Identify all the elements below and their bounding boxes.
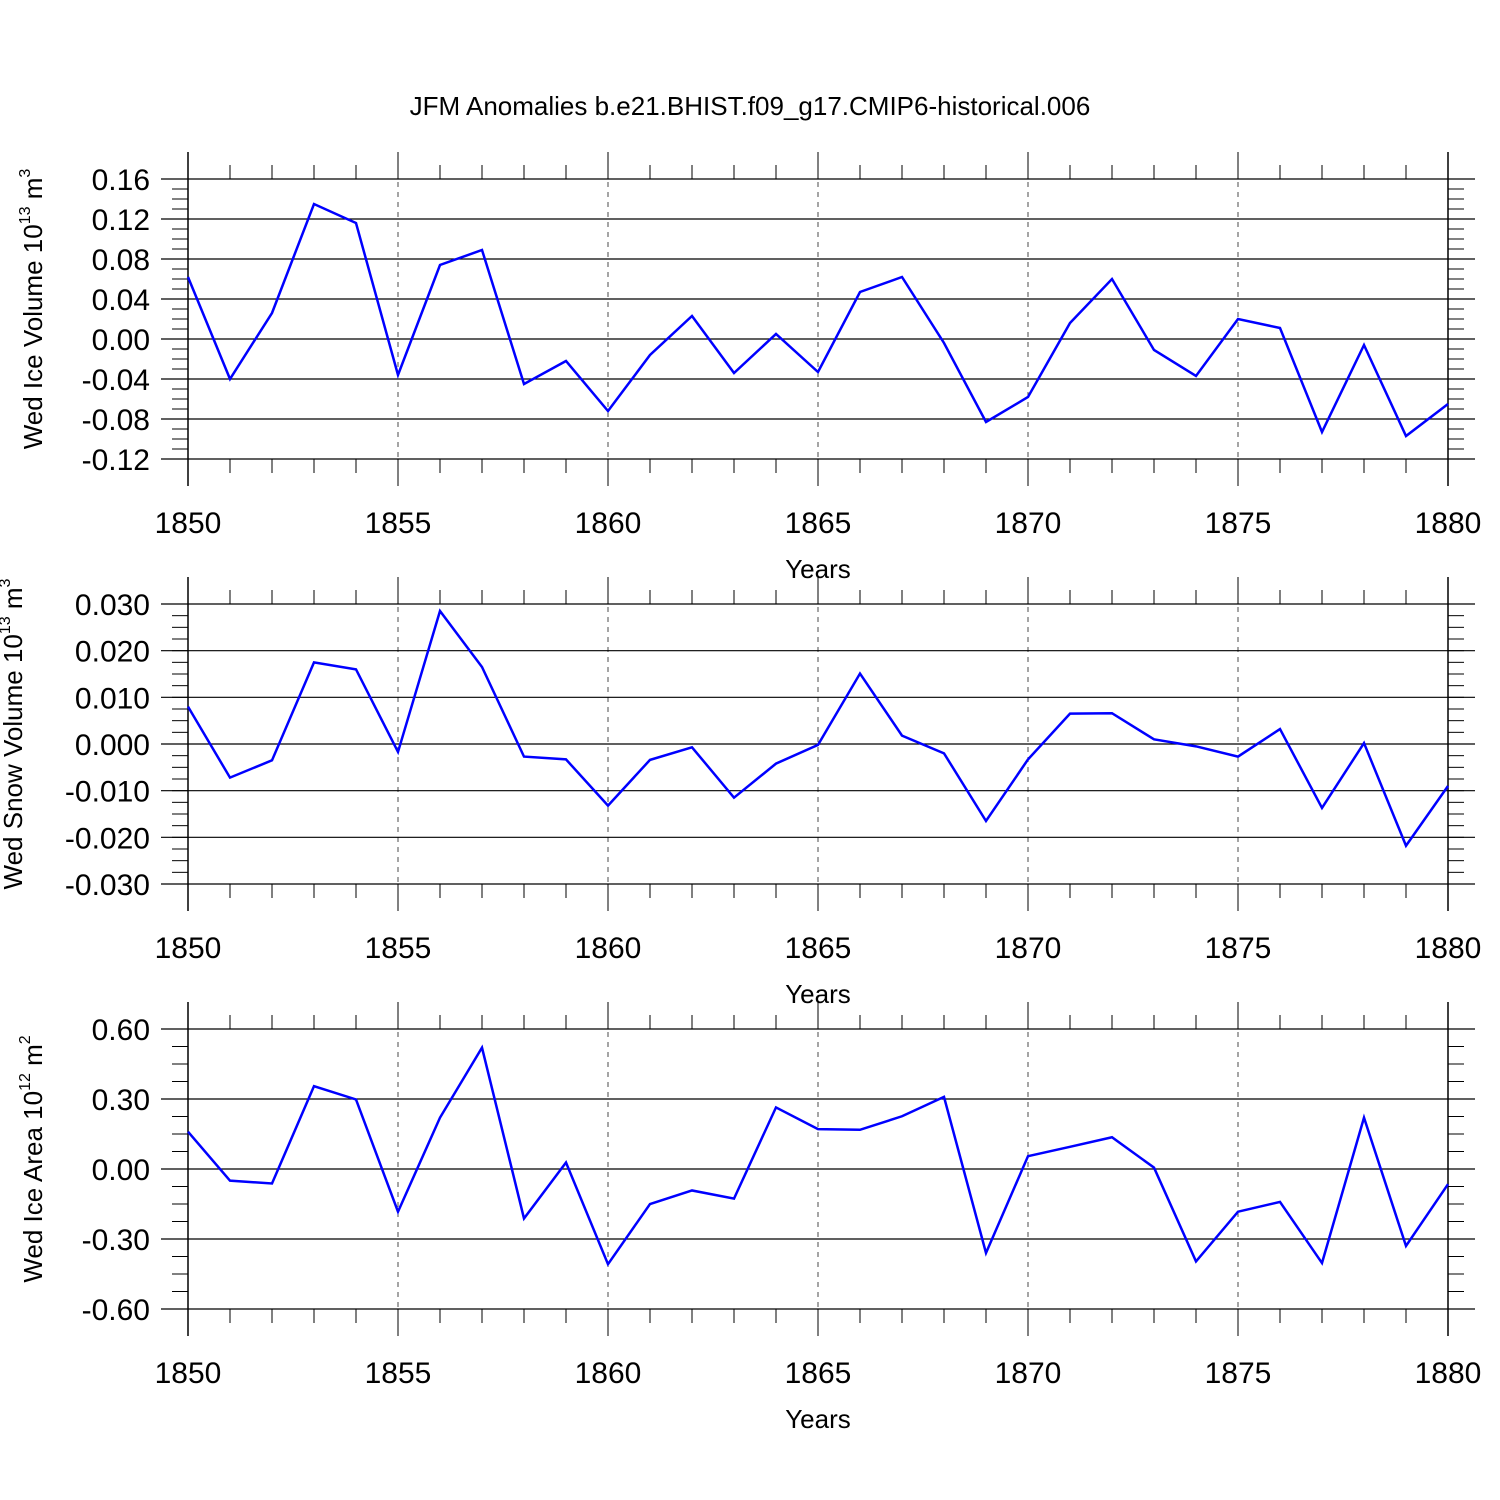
y-axis-title: Wed Ice Area 1012 m2 — [17, 1035, 48, 1282]
y-axis-title-main: Wed Snow Volume 10 — [0, 634, 28, 889]
x-tick-label: 1865 — [785, 1357, 852, 1390]
x-tick-label: 1860 — [575, 1357, 642, 1390]
y-axis-title-exponent: 13 — [0, 616, 14, 634]
x-tick-label: 1860 — [575, 507, 642, 540]
x-tick-label: 1880 — [1415, 1357, 1482, 1390]
y-tick-label: 0.020 — [75, 636, 150, 669]
y-axis-title-unit-exponent: 2 — [17, 1035, 34, 1044]
panel-3: -0.60 -0.30 0.00 0.30 0.60 1850 1855 1860 1865 18… — [17, 1002, 1481, 1434]
panel-1: -0.12 -0.08 -0.04 0.00 0.04 0.08 0.12 0.16 1850 1… — [17, 152, 1481, 584]
x-tick-label: 1865 — [785, 507, 852, 540]
y-tick-label: 0.04 — [92, 284, 150, 317]
y-tick-label: 0.12 — [92, 204, 150, 237]
x-axis-title: Years — [785, 1404, 851, 1434]
x-tick-label: 1870 — [995, 932, 1062, 965]
y-tick-label: 0.30 — [92, 1084, 150, 1117]
x-tick-label: 1875 — [1205, 1357, 1272, 1390]
panels: -0.12 -0.08 -0.04 0.00 0.04 0.08 0.12 0.16 1850 1… — [0, 152, 1481, 1434]
y-tick-label: 0.08 — [92, 244, 150, 277]
y-axis-title: Wed Ice Volume 1013 m3 — [17, 169, 48, 450]
y-tick-label: 0.16 — [92, 164, 150, 197]
x-tick-label: 1855 — [365, 1357, 432, 1390]
x-tick-label: 1875 — [1205, 507, 1272, 540]
x-tick-label: 1850 — [155, 507, 222, 540]
y-tick-label: -0.030 — [65, 869, 150, 902]
x-tick-label: 1855 — [365, 932, 432, 965]
y-axis-title-unit-exponent: 3 — [0, 578, 14, 587]
y-tick-label: -0.020 — [65, 822, 150, 855]
y-tick-label: -0.08 — [82, 404, 150, 437]
y-tick-label: -0.04 — [82, 364, 150, 397]
x-tick-label: 1850 — [155, 932, 222, 965]
y-tick-label: 0.00 — [92, 1154, 150, 1187]
x-tick-label: 1855 — [365, 507, 432, 540]
y-tick-label: 0.000 — [75, 729, 150, 762]
y-tick-label: 0.00 — [92, 324, 150, 357]
series-line — [186, 202, 1449, 438]
x-tick-label: 1860 — [575, 932, 642, 965]
x-tick-label: 1880 — [1415, 507, 1482, 540]
chart-title: JFM Anomalies b.e21.BHIST.f09_g17.CMIP6-… — [410, 91, 1091, 121]
y-tick-label: -0.60 — [82, 1294, 150, 1327]
y-axis-title-main: Wed Ice Volume 10 — [18, 224, 48, 449]
y-tick-label: 0.010 — [75, 682, 150, 715]
y-axis-title-unit: m — [18, 1044, 48, 1073]
y-axis-title-unit-exponent: 3 — [17, 169, 34, 178]
y-axis-title: Wed Snow Volume 1013 m3 — [0, 578, 28, 889]
x-tick-label: 1865 — [785, 932, 852, 965]
y-tick-label: -0.12 — [82, 444, 150, 477]
y-axis-title-exponent: 13 — [17, 206, 34, 224]
y-tick-label: 0.60 — [92, 1014, 150, 1047]
x-tick-label: 1850 — [155, 1357, 222, 1390]
y-axis-title-main: Wed Ice Area 10 — [18, 1091, 48, 1283]
x-tick-label: 1870 — [995, 1357, 1062, 1390]
y-tick-label: -0.30 — [82, 1224, 150, 1257]
y-axis-title-unit: m — [18, 178, 48, 207]
panel-2: -0.030 -0.020 -0.010 0.000 0.010 0.020 0.030 18… — [0, 577, 1481, 1009]
x-tick-label: 1870 — [995, 507, 1062, 540]
x-tick-label: 1875 — [1205, 932, 1272, 965]
y-axis-title-exponent: 12 — [17, 1073, 34, 1091]
y-axis-title-unit: m — [0, 587, 28, 616]
y-tick-label: -0.010 — [65, 776, 150, 809]
y-tick-label: 0.030 — [75, 589, 150, 622]
x-tick-label: 1880 — [1415, 932, 1482, 965]
